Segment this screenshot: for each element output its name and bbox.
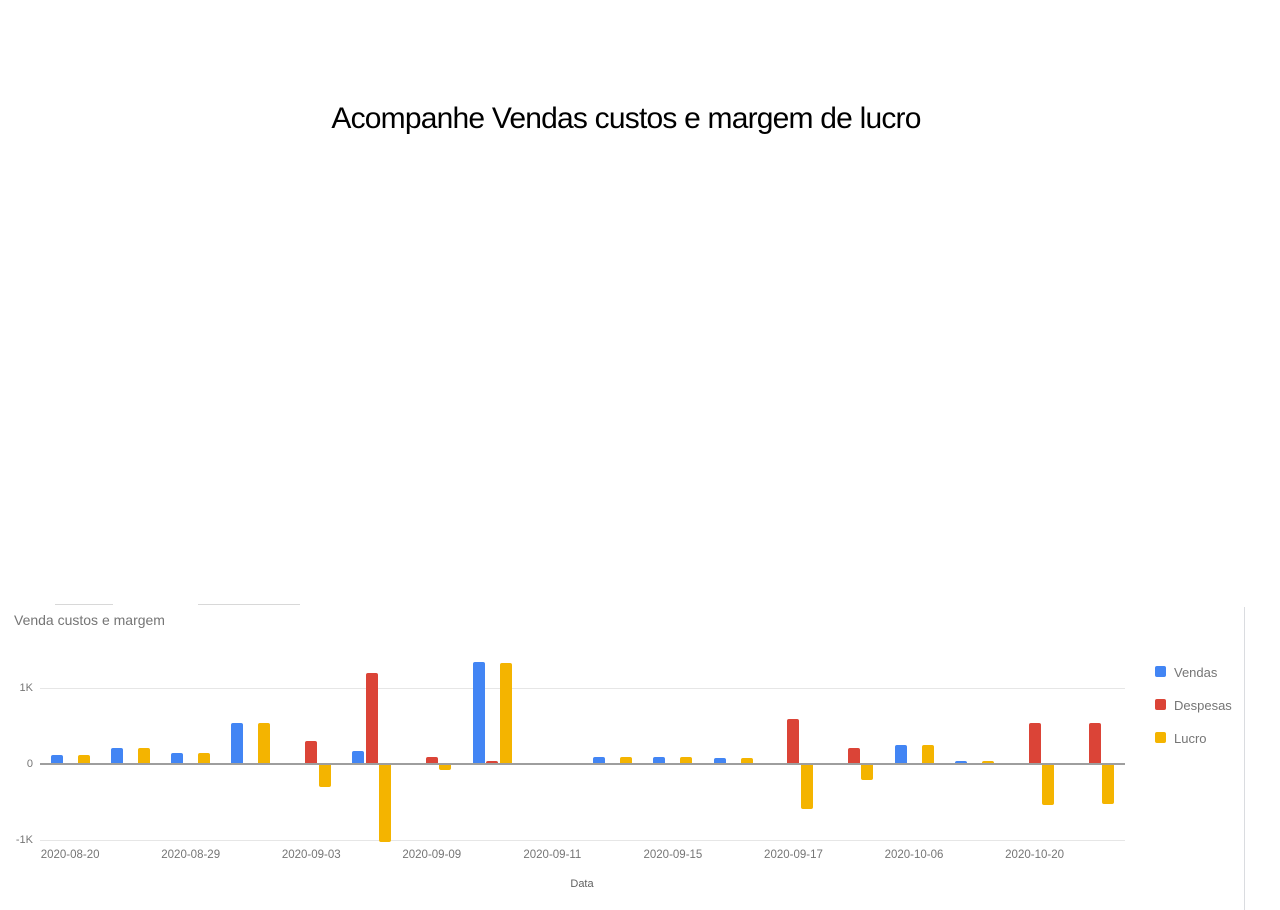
gridline [40,840,1125,841]
bar-despesas-5[interactable] [365,673,378,763]
x-tick-label: 2020-09-03 [281,849,341,861]
bar-vendas-5[interactable] [352,750,365,763]
bar-lucro-10[interactable] [680,756,693,763]
slide-title: Acompanhe Vendas custos e margem de lucr… [331,102,921,135]
x-axis-zero-line [40,763,1125,765]
bar-lucro-1[interactable] [137,747,150,763]
bar-vendas-10[interactable] [653,756,666,763]
x-tick-label: 2020-09-17 [764,849,823,861]
legend-swatch-lucro [1155,732,1166,743]
bar-despesas-13[interactable] [847,747,860,763]
bar-vendas-14[interactable] [894,745,907,763]
x-tick-label: 2020-08-29 [161,849,221,861]
bar-vendas-0[interactable] [50,755,63,763]
legend-swatch-despesas [1155,699,1166,710]
legend-swatch-vendas [1155,666,1166,677]
bar-despesas-6[interactable] [425,756,438,763]
y-tick-label: -1K [15,834,33,846]
bar-lucro-2[interactable] [198,753,211,763]
legend-label: Despesas [1174,698,1232,713]
bar-despesas-7[interactable] [486,761,499,763]
x-tick-label: 2020-09-15 [643,849,703,861]
bar-vendas-9[interactable] [593,756,606,763]
x-tick-label: 2020-10-06 [884,849,944,861]
divider-segment-right [198,604,300,605]
bar-lucro-14[interactable] [921,745,934,763]
chart-widget[interactable]: Venda custos e margem 2020-08-20 2020-08-… [0,300,1246,910]
bar-lucro-6[interactable] [439,765,452,771]
bar-lucro-17[interactable] [1102,765,1115,804]
y-tick-label: 0 [26,758,33,770]
bar-lucro-4[interactable] [318,765,331,788]
chart-title: Venda custos e margem [14,612,165,628]
bar-vendas-2[interactable] [171,753,184,763]
x-tick-label: 2020-08-20 [40,849,100,861]
x-axis-title: Data [570,878,594,890]
bar-lucro-3[interactable] [258,723,271,763]
slide-canvas: Acompanhe Vendas custos e margem de lucr… [0,102,1246,910]
bar-vendas-1[interactable] [110,747,123,763]
bar-lucro-16[interactable] [1042,765,1055,805]
legend-label: Vendas [1174,665,1218,680]
bar-lucro-11[interactable] [740,758,753,763]
bar-lucro-5[interactable] [379,765,392,842]
bar-vendas-11[interactable] [713,758,726,763]
bar-lucro-0[interactable] [77,755,90,763]
bar-despesas-16[interactable] [1028,723,1041,763]
x-tick-label: 2020-10-20 [1005,849,1064,861]
divider-segment-left [55,604,113,605]
legend-label: Lucro [1174,731,1207,746]
bar-lucro-9[interactable] [620,756,633,763]
gridline [40,688,1125,689]
bar-lucro-7[interactable] [499,663,512,763]
bar-despesas-4[interactable] [305,740,318,763]
bar-despesas-12[interactable] [787,718,800,763]
bar-lucro-12[interactable] [800,765,813,810]
y-tick-label: 1K [19,682,33,694]
bar-despesas-17[interactable] [1088,723,1101,763]
bar-lucro-13[interactable] [861,765,874,781]
chart-frame-right-border [1244,607,1245,910]
bar-vendas-3[interactable] [231,723,244,763]
x-tick-label: 2020-09-09 [402,849,462,861]
x-tick-label: 2020-09-11 [523,849,582,861]
bar-vendas-7[interactable] [472,661,485,763]
bar-lucro-15[interactable] [981,760,994,763]
bar-vendas-15[interactable] [954,760,967,763]
